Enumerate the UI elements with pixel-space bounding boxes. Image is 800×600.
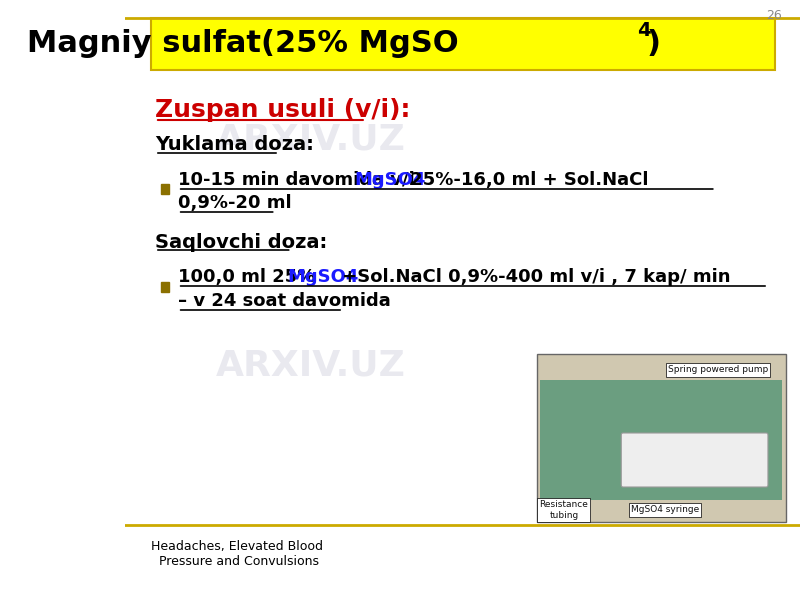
Text: MgSO4: MgSO4 [355,171,426,189]
FancyBboxPatch shape [537,354,786,522]
Text: 0,9%-20 ml: 0,9%-20 ml [178,194,291,212]
Text: Yuklama doza:: Yuklama doza: [155,136,314,154]
FancyBboxPatch shape [161,282,170,292]
FancyBboxPatch shape [150,18,774,70]
Text: 25%-16,0 ml + Sol.NaCl: 25%-16,0 ml + Sol.NaCl [404,171,648,189]
Text: MgSO4 syringe: MgSO4 syringe [631,505,699,514]
Text: – v 24 soat davomida: – v 24 soat davomida [178,292,390,310]
Text: Headaches, Elevated Blood
  Pressure and Convulsions: Headaches, Elevated Blood Pressure and C… [150,540,322,568]
Text: 4: 4 [638,21,651,40]
Text: Magniy sulfat(25% MgSO: Magniy sulfat(25% MgSO [27,29,458,58]
Text: 100,0 ml 25%: 100,0 ml 25% [178,268,322,286]
Text: Resistance
tubing: Resistance tubing [539,500,588,520]
Text: Spring powered pump: Spring powered pump [668,365,768,374]
Text: Saqlovchi doza:: Saqlovchi doza: [155,232,327,251]
Text: ARXIV.UZ: ARXIV.UZ [216,348,406,382]
FancyBboxPatch shape [161,184,170,194]
Text: 10-15 min davomida v/i: 10-15 min davomida v/i [178,171,421,189]
FancyBboxPatch shape [540,380,782,500]
FancyBboxPatch shape [622,433,768,487]
Text: 26: 26 [766,9,782,22]
Text: ARXIV.UZ: ARXIV.UZ [216,123,406,157]
Text: +Sol.NaCl 0,9%-400 ml v/i , 7 kap/ min: +Sol.NaCl 0,9%-400 ml v/i , 7 kap/ min [336,268,730,286]
Text: Zuspan usuli (v/i):: Zuspan usuli (v/i): [155,98,410,122]
Text: MgSO4: MgSO4 [287,268,358,286]
Text: ): ) [646,29,661,58]
